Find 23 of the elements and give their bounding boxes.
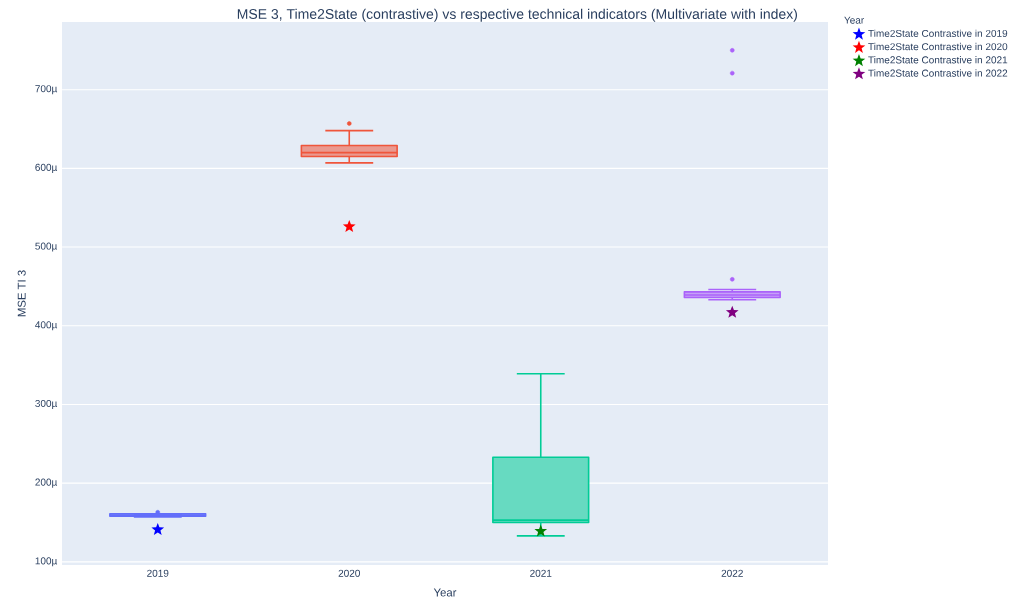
y-tick-label: 500µ: [35, 242, 58, 252]
y-axis-title: MSE TI 3: [17, 270, 26, 317]
x-tick-label: 2021: [530, 569, 552, 577]
y-tick-label: 100µ: [35, 557, 58, 567]
point: [725, 305, 739, 318]
y-tick-label: 400µ: [35, 321, 58, 331]
legend-title: Year: [844, 16, 865, 24]
legend-label: Time2State Contrastive in 2019: [868, 29, 1008, 37]
x-axis-title: Year: [433, 588, 457, 597]
y-tick-label: 700µ: [35, 85, 58, 95]
legend-label: Time2State Contrastive in 2022: [868, 69, 1008, 77]
y-tick-label: 600µ: [35, 163, 58, 173]
point: [534, 524, 548, 537]
x-tick-label: 2022: [721, 569, 743, 577]
point: [151, 522, 165, 535]
point: [342, 219, 356, 233]
y-tick-label: 300µ: [35, 399, 58, 409]
x-tick-label: 2019: [147, 569, 169, 577]
legend-label: Time2State Contrastive in 2021: [868, 56, 1008, 64]
y-tick-label: 200µ: [35, 478, 58, 488]
x-tick-label: 2020: [338, 569, 360, 577]
legend-label: Time2State Contrastive in 2020: [868, 42, 1008, 51]
chart-title: MSE 3, Time2State (contrastive) vs respective technical indicators (Multivariate with index): [237, 8, 798, 22]
